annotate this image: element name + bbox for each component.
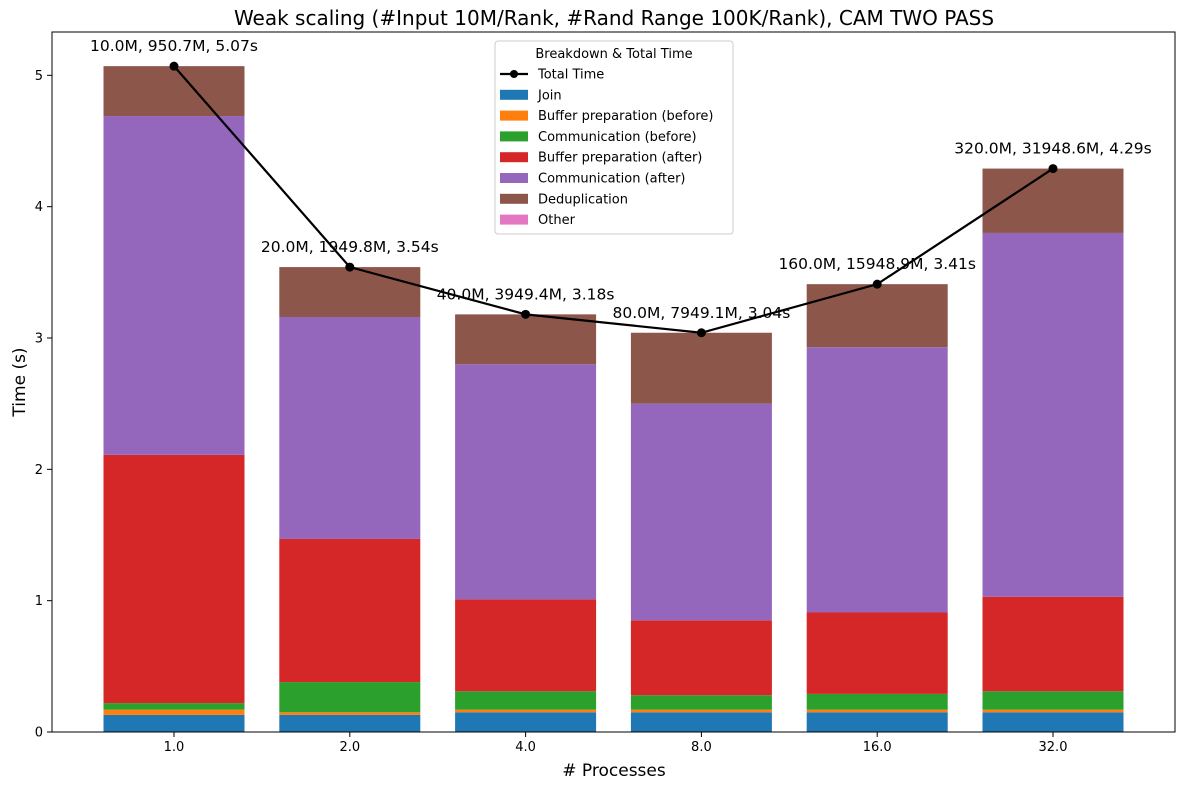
legend-title: Breakdown & Total Time — [535, 47, 692, 62]
y-tick-label: 3 — [35, 332, 43, 347]
y-tick-label: 2 — [35, 463, 43, 478]
x-tick-label: 8.0 — [691, 740, 712, 755]
chart-title: Weak scaling (#Input 10M/Rank, #Rand Ran… — [234, 6, 994, 30]
legend-label: Buffer preparation (after) — [538, 151, 702, 166]
y-tick-label: 1 — [35, 594, 43, 609]
total-time-point — [345, 262, 355, 272]
x-tick-label: 16.0 — [863, 740, 892, 755]
total-time-point — [1048, 164, 1058, 174]
bar-segment — [630, 695, 772, 710]
bar-segment — [630, 403, 772, 621]
total-time-point — [169, 61, 179, 71]
y-tick-label: 5 — [35, 69, 43, 84]
bar-segment — [982, 596, 1124, 692]
bar-segment — [630, 620, 772, 696]
total-time-line — [173, 65, 1054, 334]
legend-swatch — [500, 173, 528, 183]
plot-frame — [51, 31, 1176, 733]
bar-segment — [806, 712, 948, 732]
data-annotation: 160.0M, 15948.9M, 3.41s — [778, 255, 976, 273]
bar-segment — [982, 712, 1124, 732]
data-annotation: 80.0M, 7949.1M, 3.04s — [613, 304, 791, 322]
bar-segment — [455, 709, 597, 713]
bar-segment — [103, 703, 245, 710]
total-time-point — [872, 279, 882, 289]
x-tick-label: 1.0 — [164, 740, 185, 755]
data-annotation: 40.0M, 3949.4M, 3.18s — [437, 285, 615, 303]
bar-segment — [103, 709, 245, 715]
annotations: 10.0M, 950.7M, 5.07s 20.0M, 1949.8M, 3.54… — [90, 37, 1152, 322]
x-tick-label: 2.0 — [339, 740, 360, 755]
bar-segment — [982, 709, 1124, 713]
y-tick-label: 0 — [35, 726, 43, 741]
legend-label: Deduplication — [538, 192, 628, 207]
legend-label: Communication (before) — [538, 130, 697, 145]
data-annotation: 10.0M, 950.7M, 5.07s — [90, 37, 258, 55]
x-axis-label: # Processes — [562, 761, 666, 781]
bar-segment — [103, 454, 245, 704]
bar-segment — [279, 538, 421, 683]
data-annotation: 20.0M, 1949.8M, 3.54s — [261, 238, 439, 256]
bar-segment — [279, 712, 421, 715]
x-tick-label: 32.0 — [1039, 740, 1068, 755]
legend-label: Other — [538, 213, 576, 228]
bar-segment — [279, 267, 421, 317]
legend-label: Buffer preparation (before) — [538, 109, 713, 124]
y-axis-label: Time (s) — [10, 347, 30, 417]
bar-segment — [806, 347, 948, 613]
bar-segment — [982, 691, 1124, 710]
bar-segment — [279, 316, 421, 539]
bar-segment — [982, 232, 1124, 597]
legend-swatch — [500, 193, 528, 204]
bar-segment — [103, 714, 245, 732]
bar-segment — [806, 693, 948, 710]
bar-segment — [279, 682, 421, 713]
legend-marker — [510, 70, 518, 78]
x-axis: 1.0 2.0 4.0 8.0 16.0 32.0 — [164, 732, 1068, 755]
legend-label: Total Time — [537, 68, 604, 83]
bar-segment — [103, 116, 245, 455]
bar-segment — [630, 709, 772, 713]
bar-segment — [806, 612, 948, 694]
bar-segment — [630, 332, 772, 404]
legend-swatch — [500, 131, 528, 142]
legend-box — [494, 40, 734, 235]
y-axis: 0 1 2 3 4 5 — [35, 69, 52, 741]
legend: Breakdown & Total Time Total Time Join Buf… — [494, 40, 734, 235]
total-time-point — [521, 309, 531, 319]
bar-segment — [103, 66, 245, 117]
legend-swatch — [500, 214, 528, 225]
legend-swatch — [500, 152, 528, 163]
bar-segment — [455, 364, 597, 600]
bar-segment — [455, 712, 597, 732]
bar-segment — [630, 712, 772, 732]
legend-label: Join — [537, 88, 562, 103]
data-annotation: 320.0M, 31948.6M, 4.29s — [954, 140, 1152, 158]
bar-segment — [279, 714, 421, 732]
bar-segment — [806, 284, 948, 348]
total-time-point — [696, 328, 706, 338]
y-tick-label: 4 — [35, 200, 43, 215]
bar-segment — [455, 599, 597, 692]
bar-segment — [455, 691, 597, 710]
legend-swatch — [500, 89, 528, 100]
bar-segment — [806, 709, 948, 713]
legend-label: Communication (after) — [538, 172, 686, 187]
legend-swatch — [500, 110, 528, 121]
bar-segment — [455, 314, 597, 365]
x-tick-label: 4.0 — [515, 740, 536, 755]
plot-area — [103, 61, 1124, 732]
